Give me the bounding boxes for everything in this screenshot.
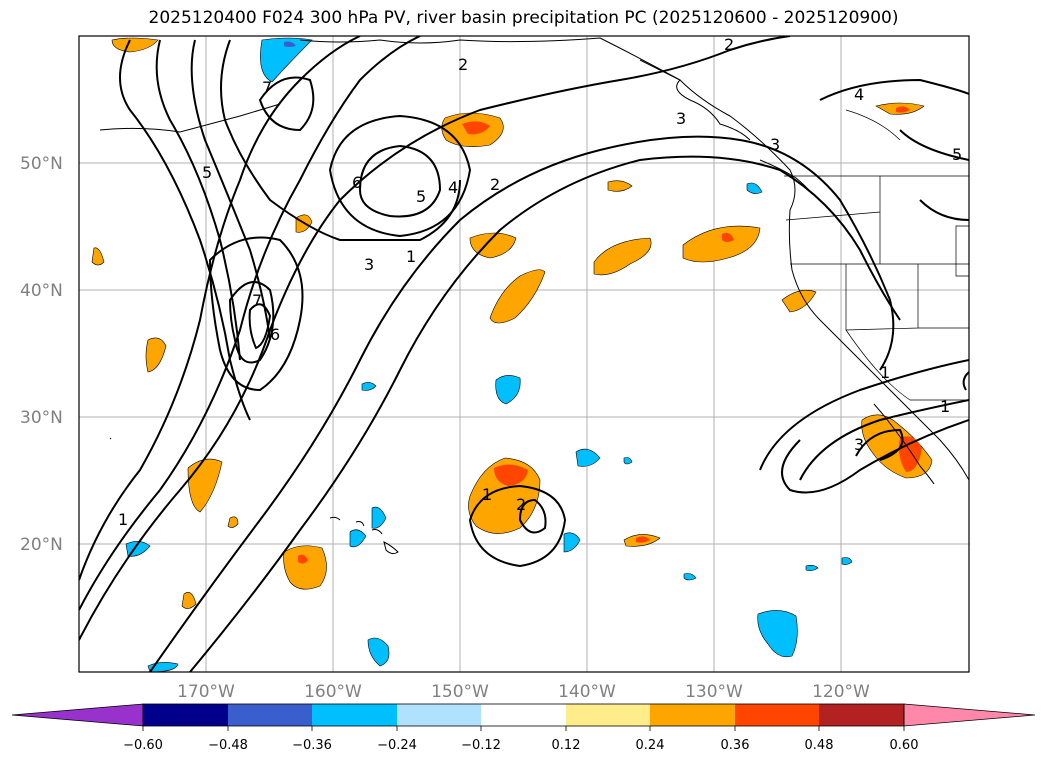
- colorbar-segment: [566, 704, 650, 726]
- colorbar-segment: [228, 704, 312, 726]
- contour-label: 5: [416, 187, 426, 206]
- contour-label: 2: [516, 495, 526, 514]
- contour-label: 6: [270, 325, 280, 344]
- precip-blob: [757, 610, 798, 658]
- colorbar-ticks: [142, 726, 905, 731]
- contour-label: 4: [854, 85, 864, 104]
- islands: [109, 437, 399, 555]
- colorbar-tick-label: 0.36: [721, 738, 750, 753]
- precip-blob: [371, 506, 387, 529]
- precip-blob: [349, 529, 367, 548]
- precip-blob: [111, 37, 159, 53]
- lon-label: 170°W: [177, 682, 235, 702]
- contour-label: 1: [880, 363, 890, 382]
- map-title: 2025120400 F024 300 hPa PV, river basin …: [148, 8, 899, 28]
- map-area: [79, 36, 969, 672]
- latitude-labels: 50°N 40°N 30°N 20°N: [20, 154, 63, 555]
- colorbar-left-extension: [11, 703, 144, 727]
- colorbar-tick-label: −0.36: [292, 738, 332, 753]
- contour-label: 3: [364, 255, 374, 274]
- colorbar-segment: [735, 704, 819, 726]
- precip-blob: [367, 637, 390, 667]
- precip-blob: [227, 516, 239, 528]
- pv-contours: [79, 36, 969, 672]
- lon-label: 130°W: [685, 682, 743, 702]
- map-frame: [78, 35, 970, 673]
- precip-blob: [593, 237, 652, 276]
- contour-label: 2: [490, 175, 500, 194]
- precip-strong-negative: [284, 41, 296, 47]
- precip-blob: [781, 289, 817, 313]
- colorbar-segment: [819, 704, 904, 726]
- precip-blob: [841, 557, 853, 565]
- precip-blob: [805, 565, 819, 571]
- lon-label: 140°W: [558, 682, 616, 702]
- colorbar-tick-labels: −0.60 −0.48 −0.36 −0.24 −0.12 0.12 0.24 …: [123, 738, 918, 753]
- contour-label: 1: [940, 397, 950, 416]
- colorbar-tick-label: −0.12: [461, 738, 501, 753]
- lat-label: 40°N: [20, 281, 63, 301]
- precip-blob: [283, 545, 327, 590]
- precip-blob: [260, 37, 313, 83]
- precip-blob: [489, 269, 546, 324]
- precip-blob: [607, 180, 633, 192]
- colorbar-tick-label: 0.60: [890, 738, 919, 753]
- precip-blob: [181, 592, 197, 609]
- borders: [784, 109, 969, 401]
- precip-blob: [682, 225, 761, 263]
- contour-label: 7: [262, 78, 272, 97]
- contour-label: 2: [458, 55, 468, 74]
- precip-blob: [683, 573, 697, 581]
- contour-label: 3: [770, 135, 780, 154]
- contour-label: 1: [482, 485, 492, 504]
- contour-label: 1: [406, 247, 416, 266]
- coastlines: [99, 37, 969, 485]
- colorbar-tick-label: 0.12: [552, 738, 581, 753]
- colorbar-tick-label: 0.48: [805, 738, 834, 753]
- contour-label: 4: [448, 178, 458, 197]
- precip-blob: [746, 182, 763, 194]
- colorbar-segment: [312, 704, 397, 726]
- colorbar-segment: [143, 704, 228, 726]
- precip-negative-shading: [125, 37, 853, 672]
- contour-label: 3: [854, 435, 864, 454]
- precip-blob: [575, 448, 601, 467]
- longitude-labels: 170°W 160°W 150°W 140°W 130°W 120°W: [177, 682, 870, 702]
- colorbar-tick-label: 0.24: [636, 738, 665, 753]
- contour-label: 5: [952, 145, 962, 164]
- lat-label: 20°N: [20, 535, 63, 555]
- contour-label: 6: [352, 173, 362, 192]
- precip-blob: [361, 382, 377, 391]
- colorbar-segment: [481, 704, 566, 726]
- lon-label: 120°W: [812, 682, 870, 702]
- colorbar-tick-label: −0.48: [208, 738, 248, 753]
- contour-label: 5: [202, 163, 212, 182]
- colorbar-tick-label: −0.24: [377, 738, 417, 753]
- contour-label: 3: [676, 109, 686, 128]
- precip-blob: [469, 232, 517, 259]
- colorbar: −0.60 −0.48 −0.36 −0.24 −0.12 0.12 0.24 …: [11, 703, 1036, 753]
- contour-labels: 1 2 3 4 5 6 7 5 6 7 3 1 2 2 4 5 3 1 2 3 …: [118, 35, 962, 529]
- colorbar-tick-label: −0.60: [123, 738, 163, 753]
- precip-blob: [495, 375, 521, 405]
- precip-blob: [623, 457, 633, 465]
- colorbar-segment: [397, 704, 481, 726]
- colorbar-segment: [650, 704, 735, 726]
- precip-blob: [145, 337, 167, 373]
- contour-label: 2: [724, 35, 734, 54]
- precip-blob: [563, 532, 581, 553]
- contour-label: 7: [252, 291, 262, 310]
- lat-label: 50°N: [20, 154, 63, 174]
- lon-label: 150°W: [431, 682, 489, 702]
- precip-blob: [91, 247, 105, 266]
- lon-label: 160°W: [304, 682, 362, 702]
- lat-label: 30°N: [20, 408, 63, 428]
- contour-label: 1: [118, 510, 128, 529]
- colorbar-right-extension: [903, 703, 1036, 727]
